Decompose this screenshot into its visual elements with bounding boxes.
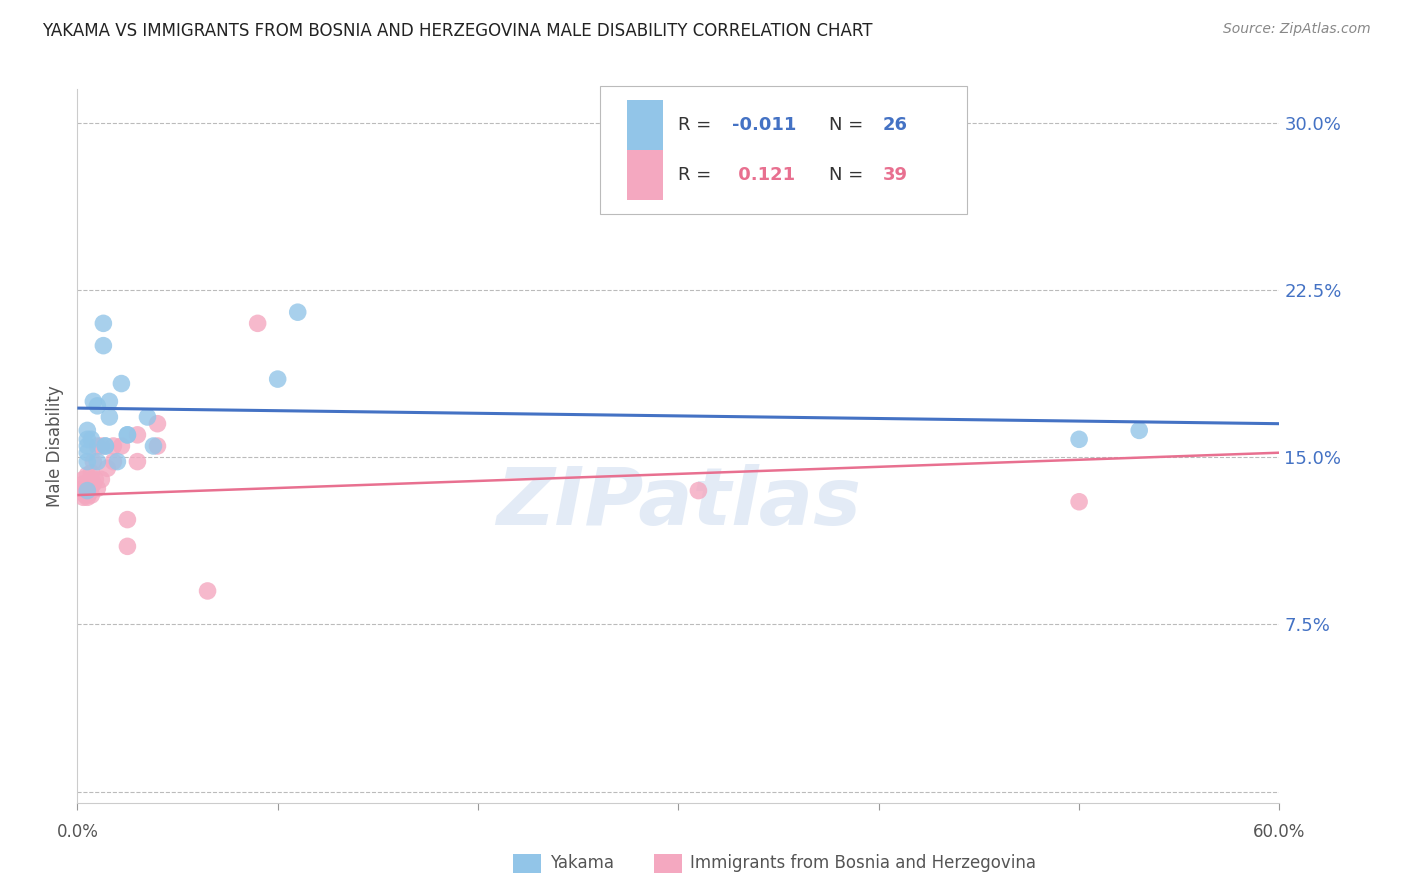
Point: [80, 472, 103, 486]
Point: [146, 439, 169, 453]
Point: [127, 427, 149, 442]
Point: [76, 432, 98, 446]
Point: [287, 305, 309, 319]
Point: [94, 439, 117, 453]
Point: [1069, 432, 1091, 446]
Text: 0.121: 0.121: [733, 166, 796, 184]
Point: [117, 512, 139, 526]
Text: 39: 39: [883, 166, 908, 184]
Point: [84, 472, 107, 486]
Point: [76, 476, 98, 491]
Point: [72, 485, 94, 500]
Text: 26: 26: [883, 116, 908, 134]
Point: [90, 439, 112, 453]
Point: [98, 394, 121, 409]
Point: [76, 467, 98, 482]
Point: [117, 427, 139, 442]
Point: [107, 455, 129, 469]
Point: [76, 439, 98, 453]
Point: [117, 539, 139, 553]
Point: [1128, 424, 1150, 438]
Point: [246, 317, 269, 331]
Point: [127, 455, 149, 469]
Point: [103, 455, 125, 469]
Point: [110, 439, 132, 453]
Point: [98, 409, 121, 424]
Point: [72, 472, 94, 486]
Text: N =: N =: [828, 166, 869, 184]
Point: [1069, 494, 1091, 508]
Point: [80, 479, 103, 493]
Point: [79, 485, 101, 500]
Point: [96, 461, 118, 475]
Point: [142, 439, 165, 453]
Point: [136, 409, 159, 424]
Text: N =: N =: [828, 116, 869, 134]
Point: [76, 446, 98, 460]
Point: [79, 481, 101, 495]
Point: [76, 483, 98, 498]
Text: YAKAMA VS IMMIGRANTS FROM BOSNIA AND HERZEGOVINA MALE DISABILITY CORRELATION CHA: YAKAMA VS IMMIGRANTS FROM BOSNIA AND HER…: [42, 22, 873, 40]
Point: [72, 476, 94, 491]
Point: [76, 490, 98, 504]
Text: R =: R =: [679, 166, 717, 184]
Point: [80, 488, 103, 502]
Text: Immigrants from Bosnia and Herzegovina: Immigrants from Bosnia and Herzegovina: [690, 855, 1036, 872]
Text: ZIPatlas: ZIPatlas: [496, 464, 860, 542]
Text: R =: R =: [679, 116, 717, 134]
Point: [267, 372, 290, 386]
Text: -0.011: -0.011: [733, 116, 797, 134]
Point: [82, 394, 104, 409]
Point: [93, 338, 115, 352]
FancyBboxPatch shape: [600, 86, 967, 214]
Point: [86, 439, 108, 453]
Point: [93, 317, 115, 331]
Point: [72, 481, 94, 495]
Point: [82, 455, 104, 469]
Point: [146, 417, 169, 431]
Point: [75, 488, 97, 502]
FancyBboxPatch shape: [627, 100, 662, 150]
Point: [82, 476, 104, 491]
Point: [86, 455, 108, 469]
FancyBboxPatch shape: [627, 150, 662, 200]
Point: [76, 455, 98, 469]
Text: Yakama: Yakama: [550, 855, 614, 872]
Text: 60.0%: 60.0%: [1253, 822, 1306, 841]
Point: [86, 399, 108, 413]
Point: [197, 583, 219, 598]
Point: [90, 472, 112, 486]
Point: [76, 483, 98, 498]
Point: [110, 376, 132, 391]
Text: 0.0%: 0.0%: [56, 822, 98, 841]
Y-axis label: Male Disability: Male Disability: [46, 385, 65, 507]
Point: [103, 439, 125, 453]
Point: [117, 427, 139, 442]
Point: [79, 475, 101, 489]
Point: [688, 483, 710, 498]
Point: [80, 432, 103, 446]
Point: [86, 481, 108, 495]
Point: [75, 481, 97, 495]
Point: [80, 466, 103, 480]
Point: [94, 439, 117, 453]
Text: Source: ZipAtlas.com: Source: ZipAtlas.com: [1223, 22, 1371, 37]
Point: [76, 424, 98, 438]
Point: [72, 490, 94, 504]
